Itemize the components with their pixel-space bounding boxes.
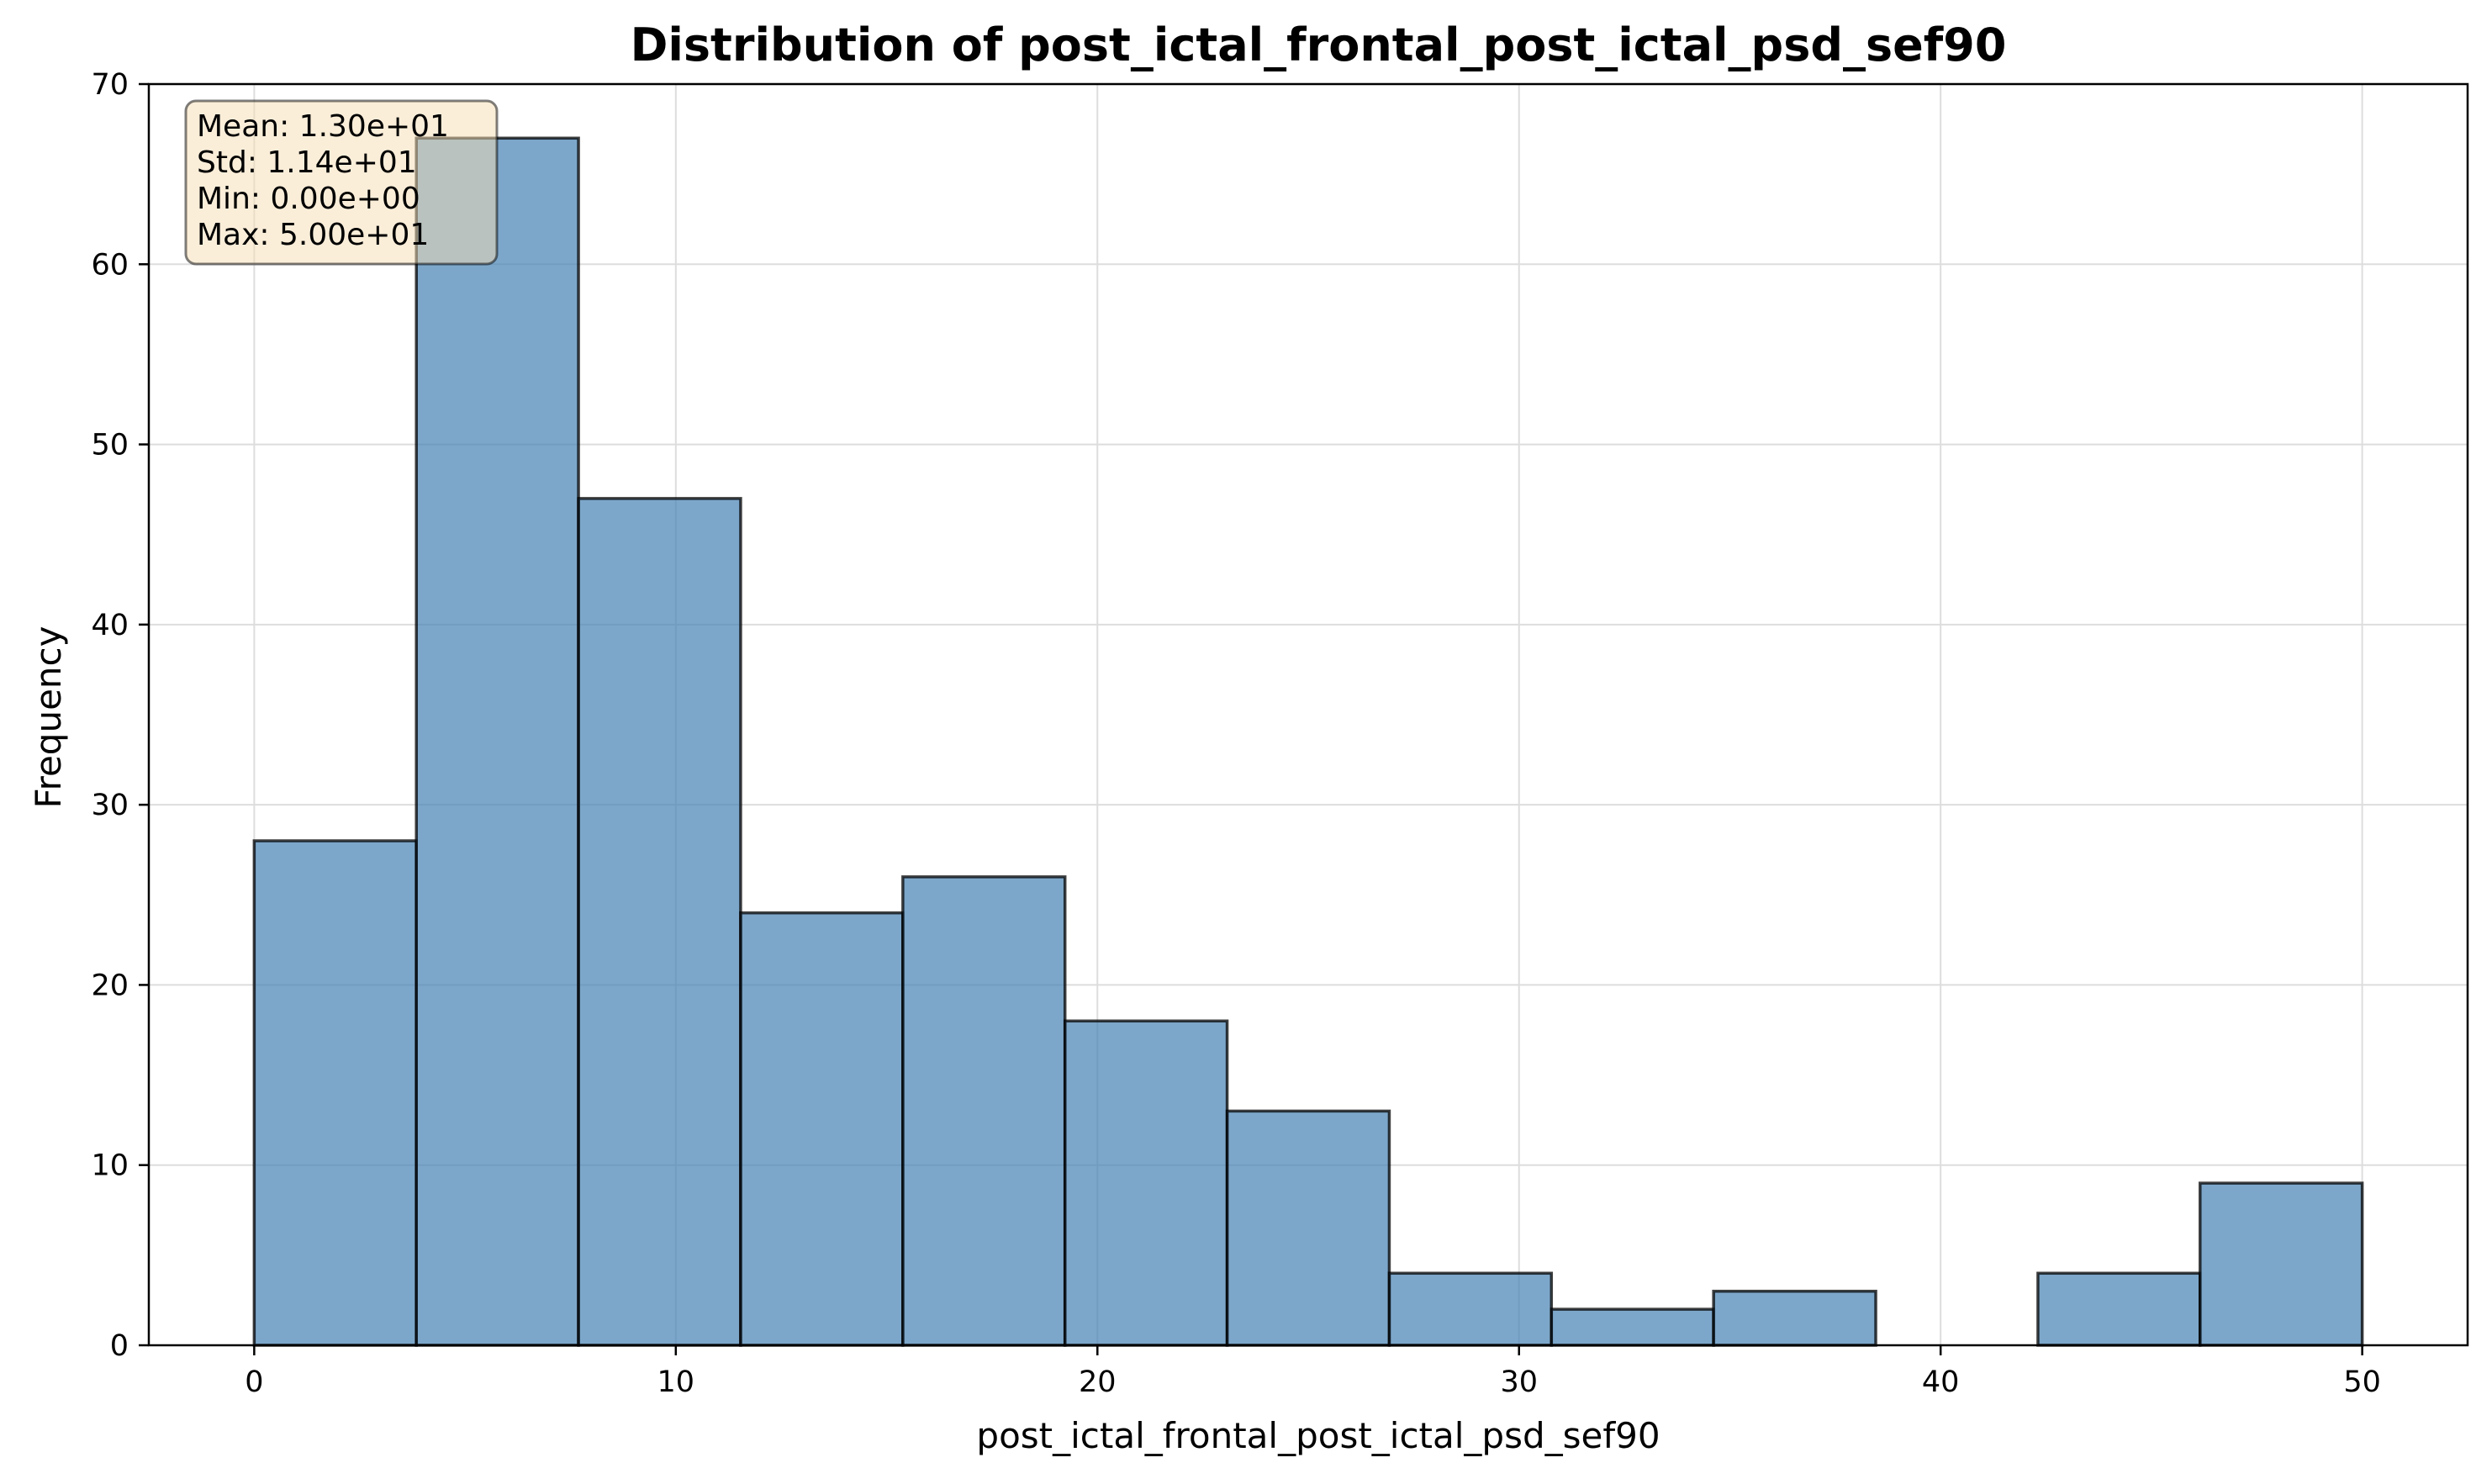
y-tick-label: 40	[91, 609, 129, 642]
y-tick-label: 70	[91, 68, 129, 102]
x-tick-label: 50	[2343, 1365, 2381, 1399]
histogram-bar	[2199, 1181, 2364, 1347]
stats-box-background	[184, 99, 499, 266]
y-tick-label: 20	[91, 969, 129, 1002]
histogram-bar	[1387, 1271, 1554, 1347]
histogram-bar	[1225, 1109, 1391, 1347]
histogram-bar	[1550, 1307, 1715, 1347]
tick-marks: 0 10 20 30 40 50 0 10 20 30 40 50 60 70	[91, 68, 2380, 1399]
stats-line: Mean: 1.30e+01	[197, 109, 449, 144]
x-tick-label: 20	[1079, 1365, 1117, 1399]
histogram-bar	[414, 136, 580, 1347]
stats-line: Max: 5.00e+01	[197, 218, 429, 252]
histogram-bar	[901, 875, 1067, 1347]
x-tick-label: 10	[657, 1365, 695, 1399]
y-tick-label: 10	[91, 1149, 129, 1183]
x-tick-label: 30	[1500, 1365, 1538, 1399]
histogram-bar	[252, 839, 418, 1347]
histogram-bar	[1712, 1289, 1877, 1347]
y-axis-label: Frequency	[28, 626, 69, 809]
chart-title: Distribution of post_ictal_frontal_post_…	[631, 18, 2007, 71]
histogram-bar	[1063, 1019, 1229, 1347]
y-tick-label: 30	[91, 789, 129, 822]
x-tick-label: 40	[1922, 1365, 1960, 1399]
y-tick-label: 60	[91, 248, 129, 282]
x-tick-label: 0	[245, 1365, 263, 1399]
stats-line: Min: 0.00e+00	[197, 182, 420, 216]
y-tick-label: 50	[91, 429, 129, 462]
x-axis-label: post_ictal_frontal_post_ictal_psd_sef90	[976, 1415, 1660, 1456]
plot-frame	[147, 82, 2469, 1347]
stats-line: Std: 1.14e+01	[197, 145, 417, 180]
histogram-bar	[2036, 1271, 2202, 1347]
histogram-bar	[577, 497, 742, 1347]
histogram-bars	[252, 136, 2364, 1347]
axes	[147, 82, 2469, 1347]
histogram-bar	[739, 911, 905, 1347]
y-tick-label: 0	[110, 1329, 129, 1363]
